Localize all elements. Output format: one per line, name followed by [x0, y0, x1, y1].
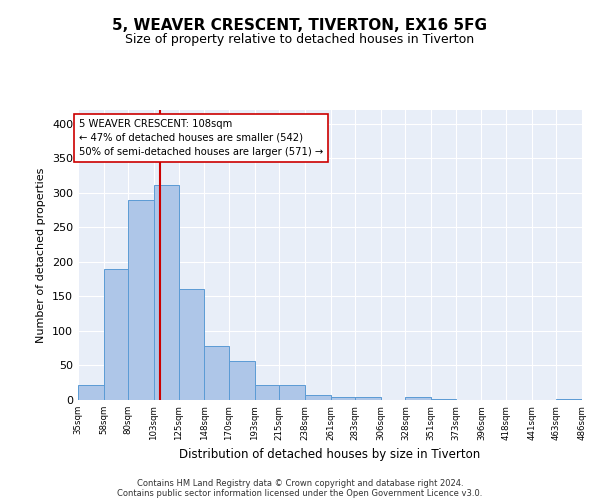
Bar	[104, 269, 128, 400]
Bar	[331, 396, 355, 400]
Text: 5 WEAVER CRESCENT: 108sqm
← 47% of detached houses are smaller (542)
50% of semi: 5 WEAVER CRESCENT: 108sqm ← 47% of detac…	[79, 119, 323, 157]
Bar	[128, 200, 154, 400]
Bar	[305, 395, 331, 400]
Bar	[431, 398, 456, 400]
Bar	[254, 385, 279, 400]
Text: 5, WEAVER CRESCENT, TIVERTON, EX16 5FG: 5, WEAVER CRESCENT, TIVERTON, EX16 5FG	[113, 18, 487, 32]
Text: Contains HM Land Registry data © Crown copyright and database right 2024.: Contains HM Land Registry data © Crown c…	[137, 478, 463, 488]
Bar	[229, 360, 254, 400]
Bar	[179, 289, 204, 400]
Bar	[78, 385, 104, 400]
Text: Size of property relative to detached houses in Tiverton: Size of property relative to detached ho…	[125, 32, 475, 46]
Text: Contains public sector information licensed under the Open Government Licence v3: Contains public sector information licen…	[118, 488, 482, 498]
Y-axis label: Number of detached properties: Number of detached properties	[37, 168, 46, 342]
Bar	[355, 397, 381, 400]
Bar	[406, 397, 431, 400]
X-axis label: Distribution of detached houses by size in Tiverton: Distribution of detached houses by size …	[179, 448, 481, 461]
Bar	[154, 186, 179, 400]
Bar	[279, 385, 305, 400]
Bar	[204, 346, 229, 400]
